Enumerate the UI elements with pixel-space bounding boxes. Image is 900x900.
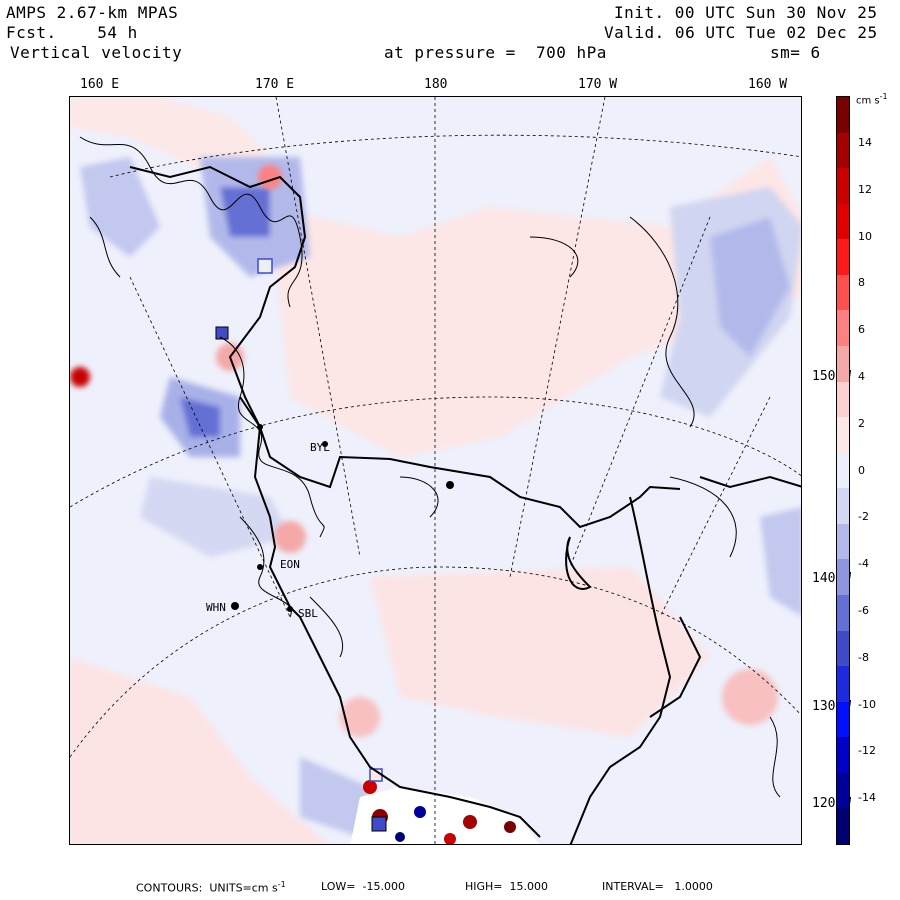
footer-contours: CONTOURS: UNITS=cm s-1: [136, 880, 286, 895]
colorbar-segment: [837, 808, 849, 845]
colorbar-tick-label: 14: [858, 136, 872, 149]
smoothing: sm= 6: [770, 43, 821, 62]
colorbar-segment: [837, 488, 849, 525]
footer-high: HIGH= 15.000: [465, 880, 549, 893]
lon-label-160w: 160 W: [748, 77, 788, 92]
colorbar-segment: [837, 737, 849, 774]
colorbar-tick-label: 8: [858, 276, 865, 290]
colorbar-tick-label: -12: [858, 744, 876, 758]
colorbar-tick-label: 6: [858, 323, 865, 337]
colorbar-segment: [837, 417, 849, 454]
colorbar-segment: [837, 772, 849, 809]
colorbar-segment: [837, 203, 849, 240]
station-whn: WHN: [206, 601, 226, 614]
colorbar-segment: [837, 310, 849, 347]
colorbar-unit: cm s-1: [856, 92, 888, 107]
colorbar-tick-label: 2: [858, 416, 865, 430]
init-time: Init. 00 UTC Sun 30 Nov 25: [614, 3, 878, 22]
colorbar-segment: [837, 701, 849, 738]
colorbar-segment: [837, 559, 849, 596]
colorbar-segment: [837, 523, 849, 560]
colorbar-segment: [837, 452, 849, 489]
colorbar-tick-label: -14: [858, 791, 876, 805]
footer-low: LOW= -15.000: [321, 880, 405, 893]
colorbar-segment: [837, 346, 849, 383]
station-byl: BYL: [310, 441, 330, 454]
colorbar-segment: [837, 381, 849, 418]
colorbar-segment: [837, 168, 849, 205]
colorbar: [836, 96, 850, 845]
colorbar-tick-label: 12: [858, 182, 872, 196]
colorbar-segment: [837, 239, 849, 276]
colorbar-tick-label: 4: [858, 370, 865, 383]
colorbar-segment: [837, 595, 849, 632]
forecast-hour: Fcst. 54 h: [6, 23, 138, 42]
colorbar-tick-label: 10: [858, 229, 872, 243]
colorbar-segment: [837, 666, 849, 703]
colorbar-tick-label: -10: [858, 697, 876, 711]
footer-interval: INTERVAL= 1.0000: [602, 880, 713, 893]
lon-label-160e: 160 E: [80, 77, 120, 92]
pressure-level: at pressure = 700 hPa: [384, 43, 607, 62]
colorbar-segment: [837, 274, 849, 311]
model-title: AMPS 2.67-km MPAS: [6, 3, 179, 22]
station-eon: EON: [280, 558, 300, 571]
colorbar-tick-label: -8: [858, 650, 869, 664]
map-panel: [69, 96, 802, 845]
colorbar-segment: [837, 132, 849, 169]
lon-label-180: 180: [424, 77, 448, 92]
station-sbl: SBL: [298, 607, 318, 620]
valid-time: Valid. 06 UTC Tue 02 Dec 25: [604, 23, 878, 42]
map-canvas: [70, 97, 801, 844]
colorbar-tick-label: -4: [858, 557, 869, 571]
colorbar-segment: [837, 97, 849, 134]
colorbar-segment: [837, 630, 849, 667]
lon-label-170w: 170 W: [578, 77, 618, 92]
field-name: Vertical velocity: [10, 43, 183, 62]
colorbar-tick-label: 0: [858, 463, 865, 477]
colorbar-tick-label: -6: [858, 604, 869, 617]
lon-label-170e: 170 E: [255, 77, 295, 92]
colorbar-tick-label: -2: [858, 510, 869, 524]
